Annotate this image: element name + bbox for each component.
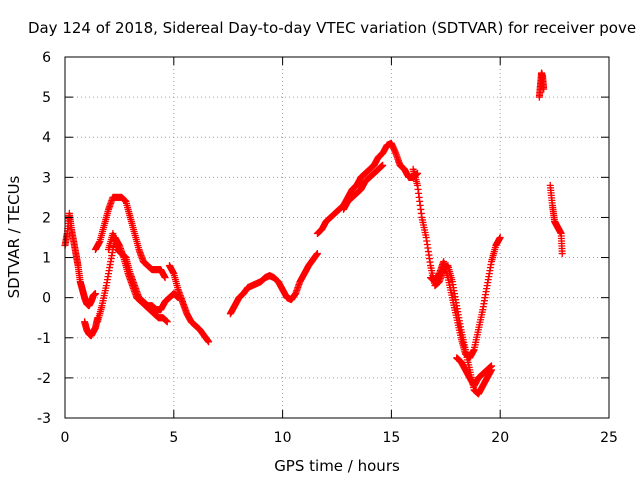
y-tick-label: 2 [42, 210, 51, 226]
y-tick-label: -1 [37, 331, 51, 347]
data-point [161, 274, 169, 282]
series-early-1 [61, 209, 99, 310]
y-tick-label: 5 [42, 90, 51, 106]
y-tick-label: 4 [42, 130, 51, 146]
x-tick-label: 15 [382, 430, 400, 446]
series-early-2 [81, 314, 102, 340]
grid [65, 57, 609, 418]
data-point [163, 318, 171, 326]
data-point [379, 161, 387, 169]
x-tick-label: 20 [491, 430, 509, 446]
series-late-morning [165, 262, 213, 346]
data-point [496, 234, 504, 241]
series-evening-c [453, 354, 495, 390]
y-axis-label: SDTVAR / TECUs [5, 175, 23, 298]
y-tick-label: 3 [42, 170, 51, 186]
x-tick-label: 25 [600, 430, 618, 446]
y-tick-label: 1 [42, 251, 51, 267]
series-evening-b [427, 234, 504, 362]
y-tick-label: 6 [42, 50, 51, 66]
series-afternoon-a [313, 139, 422, 237]
series-night-a [535, 69, 548, 101]
data-point [487, 362, 495, 370]
x-tick-label: 10 [274, 430, 292, 446]
x-tick-label: 0 [61, 430, 70, 446]
y-tick-label: -2 [37, 371, 51, 387]
chart-title: Day 124 of 2018, Sidereal Day-to-day VTE… [28, 19, 636, 37]
data-point [558, 250, 566, 258]
series-midday [226, 250, 321, 318]
plot-frame [64, 56, 610, 419]
series-afternoon-b [340, 161, 387, 213]
data-points [61, 69, 566, 398]
x-axis-label: GPS time / hours [274, 457, 400, 475]
y-tick-label: 0 [42, 291, 51, 307]
series-night-b [546, 181, 566, 258]
x-tick-label: 5 [169, 430, 178, 446]
data-point [91, 290, 99, 298]
series-morning-c [105, 229, 182, 314]
data-point [205, 338, 213, 346]
y-tick-label: -3 [37, 411, 51, 427]
data-point [313, 250, 321, 258]
axis-ticks: 0 5 10 15 20 25 -3 -2 -1 0 1 2 3 4 5 6 [37, 50, 618, 446]
data-point [540, 85, 548, 93]
series-evening-a [409, 165, 495, 398]
series-morning-a [91, 193, 169, 282]
